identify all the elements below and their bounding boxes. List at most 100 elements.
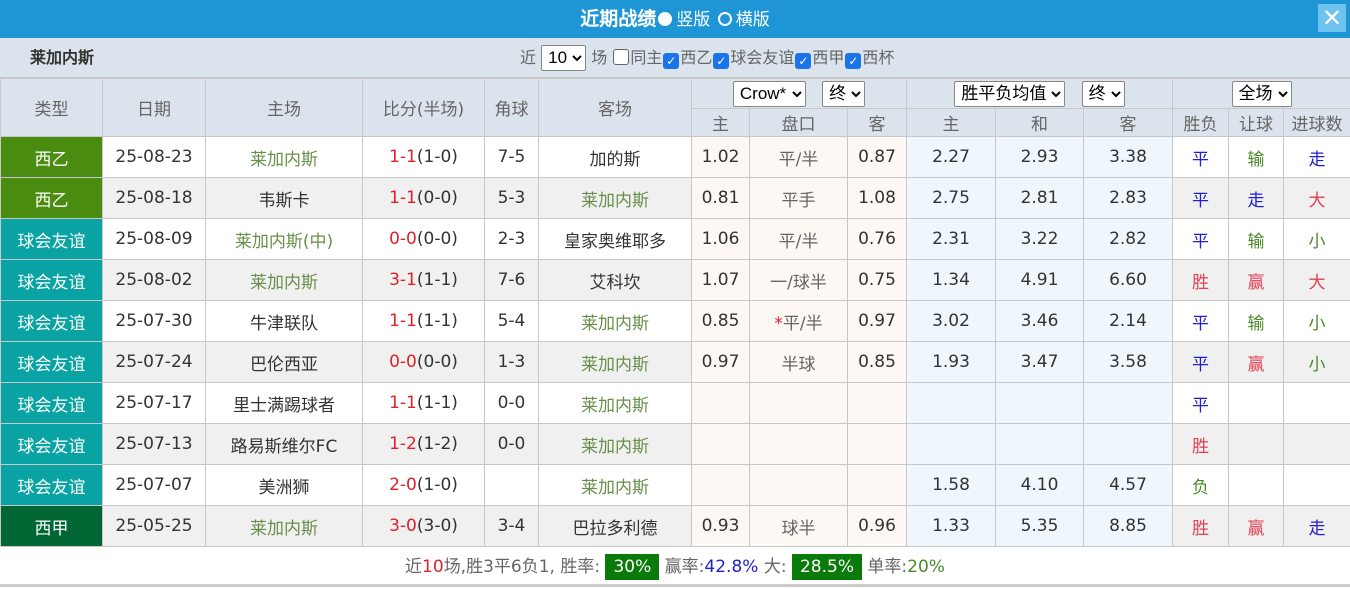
count-select[interactable]: 10	[541, 44, 587, 71]
handicap-result: 输	[1228, 136, 1285, 178]
header-home: 主场	[205, 78, 363, 137]
home-team[interactable]: 莱加内斯(中)	[205, 218, 363, 260]
table-row[interactable]: 球会友谊 25-07-30 牛津联队 1-1(1-1) 5-4 莱加内斯 0.8…	[0, 300, 1350, 342]
league-type[interactable]: 球会友谊	[0, 259, 103, 301]
goals-result: 走	[1283, 505, 1350, 547]
avg-draw: 2.81	[995, 177, 1084, 219]
home-team[interactable]: 莱加内斯	[205, 505, 363, 547]
goals-result	[1283, 423, 1350, 465]
league-checkbox[interactable]: ✓	[845, 53, 862, 69]
home-team[interactable]: 莱加内斯	[205, 259, 363, 301]
table-row[interactable]: 球会友谊 25-07-13 路易斯维尔FC 1-2(1-2) 0-0 莱加内斯 …	[0, 423, 1350, 465]
league-type[interactable]: 球会友谊	[0, 218, 103, 260]
home-team[interactable]: 韦斯卡	[205, 177, 363, 219]
table-row[interactable]: 球会友谊 25-08-02 莱加内斯 3-1(1-1) 7-6 艾科坎 1.07…	[0, 259, 1350, 301]
match-date: 25-07-13	[102, 423, 206, 465]
away-team[interactable]: 皇家奥维耶多	[538, 218, 692, 260]
handicap-line	[749, 423, 848, 465]
home-team[interactable]: 牛津联队	[205, 300, 363, 342]
league-type[interactable]: 球会友谊	[0, 300, 103, 342]
summary-text: 单率:	[862, 557, 908, 577]
league-checkbox[interactable]: ✓	[713, 53, 730, 69]
league-label: 西甲	[812, 48, 845, 67]
close-button[interactable]: ✕	[1318, 4, 1346, 32]
table-row[interactable]: 球会友谊 25-07-24 巴伦西亚 0-0(0-0) 1-3 莱加内斯 0.9…	[0, 341, 1350, 383]
avg-select[interactable]: 胜平负均值	[954, 80, 1066, 107]
score[interactable]: 3-1(1-1)	[362, 259, 485, 301]
avg-away: 3.38	[1082, 136, 1174, 178]
header-handicap: 让球	[1228, 108, 1285, 137]
score[interactable]: 1-1(1-1)	[362, 382, 485, 424]
table-row[interactable]: 西乙 25-08-23 莱加内斯 1-1(1-0) 7-5 加的斯 1.02 平…	[0, 136, 1350, 178]
header-score: 比分(半场)	[362, 78, 485, 137]
league-checkbox[interactable]: ✓	[795, 53, 812, 69]
away-team[interactable]: 艾科坎	[538, 259, 692, 301]
radio-horizontal[interactable]	[717, 12, 732, 26]
option-horizontal[interactable]: 横版	[735, 10, 770, 30]
home-team[interactable]: 路易斯维尔FC	[205, 423, 363, 465]
full-time-score: 0-0	[389, 229, 417, 249]
league-type[interactable]: 西乙	[0, 177, 103, 219]
odds-away: 0.97	[847, 300, 907, 342]
odds-home: 0.97	[691, 341, 750, 383]
odds-stage-select[interactable]: 终	[822, 80, 866, 107]
table-row[interactable]: 球会友谊 25-07-07 美洲狮 2-0(1-0) 莱加内斯 1.58 4.1…	[0, 464, 1350, 506]
avg-away	[1082, 382, 1174, 424]
scope-select[interactable]: 全场	[1231, 80, 1292, 107]
score[interactable]: 3-0(3-0)	[362, 505, 485, 547]
line-value: 平/半	[782, 313, 823, 334]
option-vertical[interactable]: 竖版	[676, 10, 711, 30]
summary: 近10场,胜3平6负1, 胜率: 30% 赢率:42.8% 大: 28.5% 单…	[0, 547, 1350, 587]
league-label: 西杯	[862, 48, 895, 67]
half-time-score: (1-2)	[416, 434, 458, 454]
company-select[interactable]: Crow*	[732, 80, 806, 107]
away-team[interactable]: 巴拉多利德	[538, 505, 692, 547]
score[interactable]: 0-0(0-0)	[362, 218, 485, 260]
radio-vertical[interactable]	[658, 12, 673, 26]
score[interactable]: 0-0(0-0)	[362, 341, 485, 383]
league-type[interactable]: 西甲	[0, 505, 103, 547]
avg-stage-select[interactable]: 终	[1081, 80, 1125, 107]
away-team[interactable]: 莱加内斯	[538, 464, 692, 506]
score[interactable]: 1-1(1-0)	[362, 136, 485, 178]
score[interactable]: 1-1(0-0)	[362, 177, 485, 219]
table-row[interactable]: 西甲 25-05-25 莱加内斯 3-0(3-0) 3-4 巴拉多利德 0.93…	[0, 505, 1350, 547]
scope-controls: 全场	[1172, 78, 1350, 109]
avg-home: 2.75	[906, 177, 996, 219]
league-type[interactable]: 球会友谊	[0, 423, 103, 465]
score[interactable]: 1-2(1-2)	[362, 423, 485, 465]
summary-text: 赢率:	[659, 557, 705, 577]
league-checkbox[interactable]: ✓	[663, 53, 680, 69]
avg-away	[1082, 423, 1174, 465]
table-row[interactable]: 西乙 25-08-18 韦斯卡 1-1(0-0) 5-3 莱加内斯 0.81 平…	[0, 177, 1350, 219]
league-type[interactable]: 球会友谊	[0, 382, 103, 424]
odds-home	[691, 382, 750, 424]
away-team[interactable]: 加的斯	[538, 136, 692, 178]
away-team[interactable]: 莱加内斯	[538, 177, 692, 219]
goals-result: 小	[1283, 300, 1350, 342]
home-team[interactable]: 巴伦西亚	[205, 341, 363, 383]
home-team[interactable]: 里士满踢球者	[205, 382, 363, 424]
match-table: 类型 日期 主场 比分(半场) 角球 客场 Crow* 终 胜平负均值 终 全场…	[0, 78, 1350, 547]
league-type[interactable]: 球会友谊	[0, 341, 103, 383]
home-team[interactable]: 美洲狮	[205, 464, 363, 506]
full-time-score: 1-1	[389, 393, 417, 413]
league-type[interactable]: 球会友谊	[0, 464, 103, 506]
league-type[interactable]: 西乙	[0, 136, 103, 178]
table-row[interactable]: 球会友谊 25-07-17 里士满踢球者 1-1(1-1) 0-0 莱加内斯 平	[0, 382, 1350, 424]
away-team[interactable]: 莱加内斯	[538, 382, 692, 424]
result: 胜	[1172, 259, 1230, 301]
away-team[interactable]: 莱加内斯	[538, 341, 692, 383]
same-home-checkbox[interactable]	[613, 49, 630, 65]
away-team[interactable]: 莱加内斯	[538, 423, 692, 465]
home-team[interactable]: 莱加内斯	[205, 136, 363, 178]
score[interactable]: 1-1(1-1)	[362, 300, 485, 342]
handicap-result: 赢	[1228, 259, 1285, 301]
header-avg-home: 主	[906, 108, 996, 137]
odds-home: 0.93	[691, 505, 750, 547]
handicap-result	[1228, 423, 1285, 465]
away-team[interactable]: 莱加内斯	[538, 300, 692, 342]
table-row[interactable]: 球会友谊 25-08-09 莱加内斯(中) 0-0(0-0) 2-3 皇家奥维耶…	[0, 218, 1350, 260]
score[interactable]: 2-0(1-0)	[362, 464, 485, 506]
avg-draw: 4.10	[995, 464, 1084, 506]
